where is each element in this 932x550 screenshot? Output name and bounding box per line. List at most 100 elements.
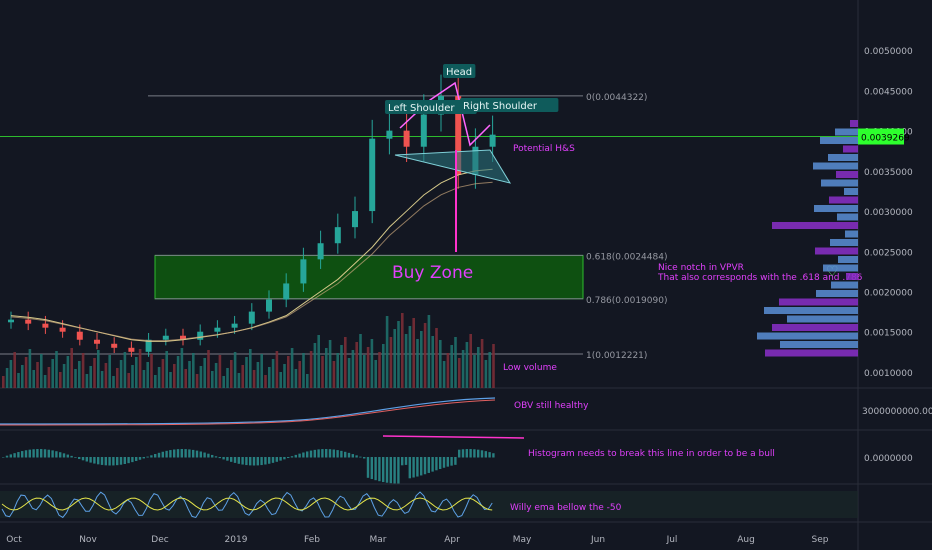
histogram-bar [393, 457, 396, 484]
volume-bar [275, 351, 279, 388]
candle-body [180, 335, 186, 340]
histogram-bar [260, 457, 263, 466]
candle-body [231, 323, 238, 328]
volume-bar [184, 369, 187, 388]
time-axis-label: Aug [737, 535, 755, 545]
volume-bar [344, 337, 347, 388]
histogram-bar [2, 457, 5, 458]
volume-bar [233, 352, 237, 388]
time-axis-label: Jul [666, 535, 678, 545]
volume-bar [70, 348, 73, 388]
volume-bar [290, 348, 294, 388]
volume-bar [188, 361, 191, 388]
histogram-bar [5, 455, 9, 458]
left-shoulder-label-box [385, 100, 477, 114]
volume-bar [439, 340, 442, 388]
histogram-bar [328, 449, 332, 458]
time-axis-label: Dec [151, 535, 168, 545]
histogram-bar [66, 454, 69, 458]
volume-bar [298, 361, 301, 388]
volume-bar [370, 339, 374, 388]
candle-body [111, 343, 118, 348]
volume-bar [237, 373, 241, 388]
histogram-bar [78, 457, 81, 460]
histogram-bar [347, 452, 351, 458]
volume-bar [17, 373, 20, 388]
candle-body [162, 335, 169, 340]
histogram-bar [279, 457, 282, 461]
low-volume-label: Low volume [503, 363, 557, 373]
histogram-bar [142, 457, 145, 459]
histogram-bar [363, 457, 366, 459]
histogram-bar [283, 457, 286, 460]
vpvr-bar [830, 239, 858, 246]
volume-bar [176, 356, 180, 388]
candle-body [386, 130, 393, 139]
histogram-bar [458, 449, 461, 458]
histogram-bar [313, 449, 316, 458]
histogram-resistance-line [382, 435, 525, 439]
histogram-bar [245, 457, 248, 466]
histogram-bar [446, 457, 449, 467]
moving-average-line [10, 181, 493, 342]
volume-bar [97, 350, 100, 388]
volume-bar [150, 354, 153, 388]
vpvr-bar [837, 213, 858, 221]
histogram-bar [24, 450, 28, 458]
histogram-bar [241, 457, 244, 465]
vpvr-note-line1: Nice notch in VPVR [658, 263, 744, 273]
histogram-bar [271, 457, 275, 463]
vpvr-bar [757, 332, 858, 340]
histogram-bar [351, 454, 354, 458]
histogram-bar [119, 457, 123, 465]
histogram-bar [70, 455, 73, 458]
vpvr-bar [772, 324, 858, 331]
histogram-bar [332, 449, 335, 458]
volume-bar [412, 318, 415, 388]
volume-bar [435, 328, 438, 388]
volume-bar [492, 344, 495, 388]
volume-bar [363, 355, 366, 388]
volume-bar [157, 367, 161, 388]
histogram-bar [233, 457, 237, 463]
histogram-bar [180, 449, 183, 458]
histogram-bar [108, 457, 111, 466]
volume-bar [165, 351, 168, 388]
histogram-bar [389, 457, 392, 484]
histogram-bar [55, 451, 58, 458]
candle-body [94, 339, 100, 344]
volume-bar [332, 361, 336, 388]
vpvr-bar [814, 205, 858, 212]
histogram-bar [404, 457, 408, 465]
histogram-bar [488, 452, 491, 458]
histogram-bar [218, 457, 221, 459]
histogram-bar [81, 457, 85, 461]
histogram-bar [306, 451, 309, 458]
histogram-bar [146, 456, 149, 458]
volume-bar [264, 375, 267, 388]
histogram-bar [355, 455, 358, 458]
time-axis-label: Apr [444, 535, 460, 545]
volume-bar [252, 370, 256, 388]
candle-body [42, 323, 49, 328]
histogram-bar [477, 449, 480, 458]
volume-bar [450, 345, 453, 388]
volume-bar [93, 358, 96, 388]
vpvr-bar [823, 264, 858, 272]
histogram-bar [169, 450, 172, 458]
histogram-bar [207, 453, 210, 458]
histogram-bar [325, 449, 328, 458]
histogram-bar [442, 457, 446, 468]
obv-signal-line [0, 399, 496, 426]
histogram-bar [59, 452, 62, 458]
fib-level-label: 0.786(0.0019090) [586, 296, 667, 306]
volume-bar [127, 373, 130, 388]
obv-note: OBV still healthy [514, 401, 589, 411]
vpvr-bar [846, 273, 858, 280]
histogram-bar [366, 457, 370, 478]
obv-line [0, 397, 496, 425]
price-tick-label: 0.0010000 [864, 369, 913, 379]
volume-bar [173, 364, 176, 388]
volume-bar [397, 321, 400, 388]
